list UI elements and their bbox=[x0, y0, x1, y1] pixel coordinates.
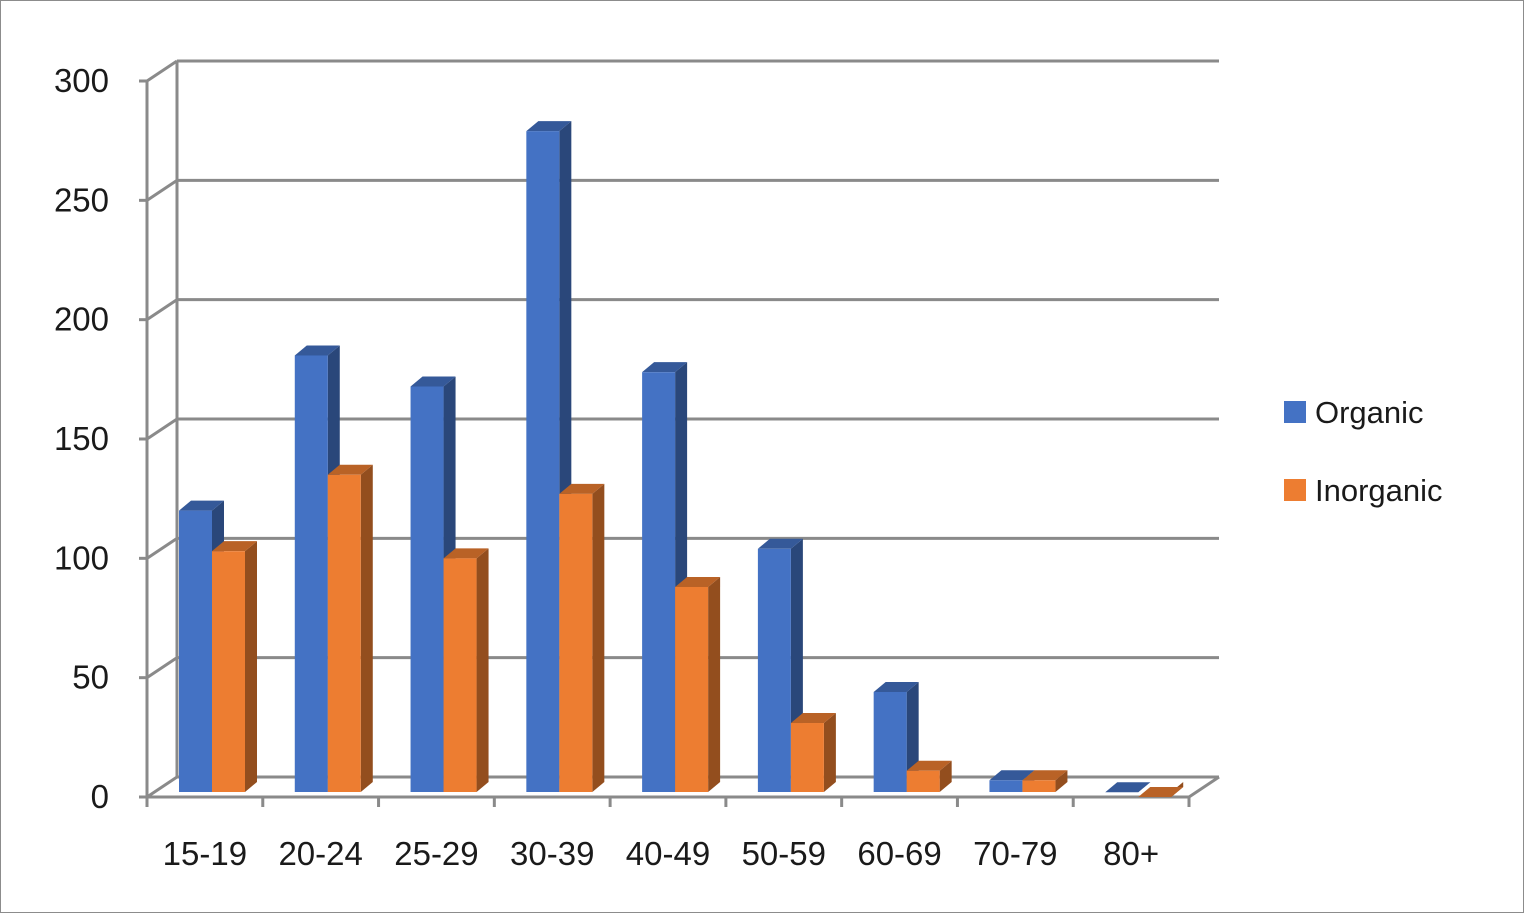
bar-front bbox=[526, 131, 560, 792]
bar-front bbox=[179, 510, 212, 792]
legend-label: Inorganic bbox=[1315, 473, 1443, 508]
bar-front bbox=[410, 386, 444, 792]
bar-inorganic bbox=[675, 576, 721, 792]
bar-inorganic bbox=[1138, 782, 1184, 797]
x-tick-label: 70-79 bbox=[973, 835, 1057, 872]
bar-top bbox=[410, 376, 456, 387]
tick-labels: 0 50 100 150 200 250 300 15-19 20-24 25-29 30-39 40… bbox=[54, 62, 1159, 872]
bar-top bbox=[1138, 787, 1184, 797]
bar-top bbox=[327, 464, 373, 475]
bar-front bbox=[873, 691, 907, 792]
bar-front bbox=[327, 474, 361, 792]
bar-side bbox=[245, 541, 257, 792]
bar-inorganic bbox=[212, 541, 257, 792]
bar-front bbox=[559, 493, 593, 792]
bars bbox=[179, 121, 1184, 797]
legend: Organic Inorganic bbox=[1284, 395, 1443, 508]
y-tick-label: 150 bbox=[54, 420, 109, 457]
legend-entry-inorganic: Inorganic bbox=[1284, 473, 1443, 508]
y-tick-label: 100 bbox=[54, 539, 109, 576]
bar-front bbox=[294, 355, 328, 792]
y-tick-label: 300 bbox=[54, 62, 109, 99]
floor-right-edge bbox=[1188, 775, 1220, 799]
bar-side bbox=[476, 548, 489, 792]
bar-front bbox=[790, 723, 824, 792]
bar-top bbox=[989, 770, 1035, 781]
bar-side bbox=[708, 576, 721, 792]
bar-inorganic bbox=[906, 760, 952, 792]
bar-top bbox=[790, 713, 836, 724]
x-tick-label: 15-19 bbox=[163, 835, 247, 872]
bar-inorganic bbox=[443, 548, 489, 792]
x-tick-label: 25-29 bbox=[394, 835, 478, 872]
bar-side bbox=[360, 464, 373, 792]
bar-top bbox=[642, 362, 688, 373]
bar-organic bbox=[1105, 782, 1151, 793]
bar-inorganic bbox=[790, 713, 836, 792]
bar-side bbox=[823, 713, 836, 792]
bar-front bbox=[675, 586, 709, 792]
bar-top bbox=[212, 541, 257, 552]
legend-entry-organic: Organic bbox=[1284, 395, 1424, 430]
bar-top bbox=[1105, 782, 1151, 793]
bar-side bbox=[939, 760, 952, 792]
bar-inorganic bbox=[559, 483, 605, 792]
bar-front bbox=[443, 558, 477, 792]
legend-swatch bbox=[1284, 479, 1306, 501]
x-tick-label: 20-24 bbox=[278, 835, 362, 872]
legend-label: Organic bbox=[1315, 395, 1424, 430]
gridline-diagonal bbox=[146, 656, 178, 679]
gridline-diagonal bbox=[146, 59, 178, 83]
bar-top bbox=[179, 500, 224, 511]
bar-front bbox=[906, 770, 940, 792]
bar-top bbox=[906, 760, 952, 771]
y-tick-label: 200 bbox=[54, 301, 109, 338]
y-tick-label: 250 bbox=[54, 181, 109, 218]
bar-top bbox=[294, 345, 340, 356]
bar-front bbox=[1022, 780, 1056, 792]
x-tick-label: 30-39 bbox=[510, 835, 594, 872]
bar-front bbox=[212, 551, 245, 792]
x-tick-label: 60-69 bbox=[857, 835, 941, 872]
gridline-diagonal bbox=[146, 775, 178, 799]
bar-inorganic bbox=[1022, 770, 1068, 792]
bar-front bbox=[757, 548, 791, 792]
x-tick-label: 50-59 bbox=[742, 835, 826, 872]
bar-front bbox=[989, 780, 1023, 792]
bar-top bbox=[1022, 770, 1068, 781]
gridline-diagonal bbox=[146, 179, 178, 202]
bar-top bbox=[526, 121, 572, 132]
legend-swatch bbox=[1284, 401, 1306, 423]
gridline-diagonal bbox=[146, 298, 178, 321]
bar-top bbox=[559, 483, 605, 494]
x-tick-label: 80+ bbox=[1103, 835, 1159, 872]
bar-top bbox=[757, 538, 803, 549]
bar-top bbox=[873, 681, 919, 692]
gridline-diagonal bbox=[146, 537, 178, 560]
bar-top bbox=[675, 576, 721, 587]
x-tick-label: 40-49 bbox=[626, 835, 710, 872]
axes bbox=[139, 61, 1220, 807]
bar-side bbox=[1055, 770, 1068, 792]
bar-front bbox=[642, 372, 676, 792]
y-tick-label: 50 bbox=[72, 659, 109, 696]
y-tick-label: 0 bbox=[91, 778, 109, 815]
bar-inorganic bbox=[327, 464, 373, 792]
bar-side bbox=[592, 483, 605, 792]
gridline-diagonal bbox=[146, 417, 178, 441]
bar-top bbox=[443, 548, 489, 559]
